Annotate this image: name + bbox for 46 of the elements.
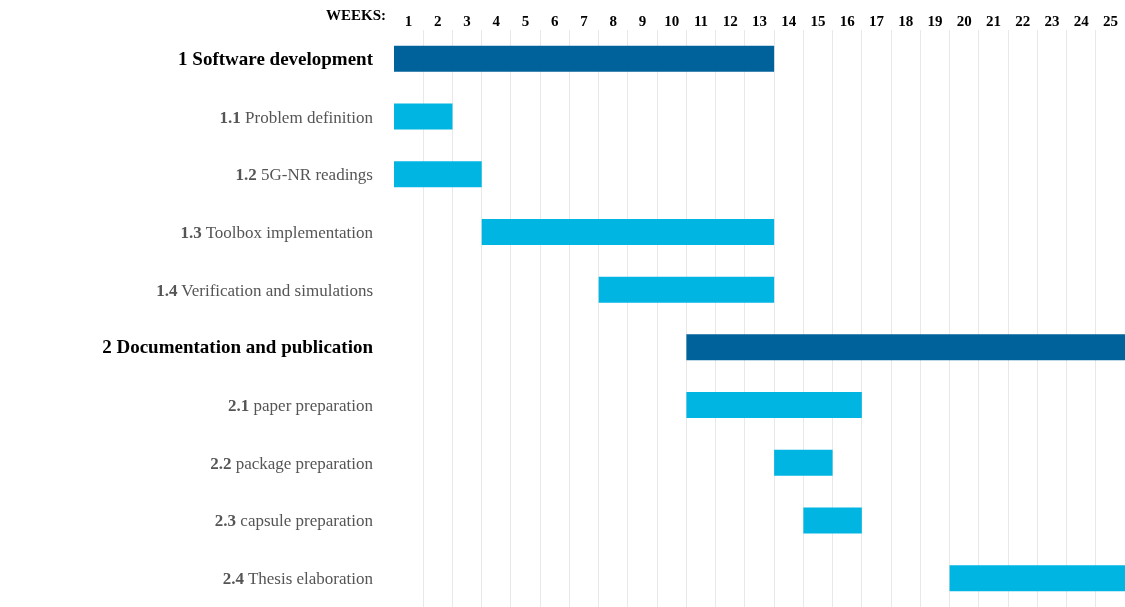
bar bbox=[598, 276, 775, 303]
bar bbox=[774, 449, 833, 476]
x-tick-label: 14 bbox=[781, 13, 797, 29]
bar bbox=[949, 565, 1125, 592]
x-tick-label: 3 bbox=[463, 13, 471, 29]
x-tick-label: 20 bbox=[956, 13, 972, 29]
x-tick-label: 9 bbox=[638, 13, 647, 29]
x-tick-label: 8 bbox=[609, 13, 618, 29]
y-tick-label: 2.4 Thesis elaboration bbox=[222, 569, 374, 589]
y-tick-label: 1.3 Toolbox implementation bbox=[180, 222, 374, 242]
x-tick-label: 11 bbox=[693, 13, 709, 29]
x-tick-label: 12 bbox=[722, 13, 738, 29]
y-tick-label: 1.4 Verification and simulations bbox=[156, 280, 373, 300]
y-tick-label: 1 Software development bbox=[178, 47, 374, 69]
bar bbox=[803, 507, 862, 534]
y-tick-label: 2.1 paper preparation bbox=[228, 396, 374, 415]
bar bbox=[394, 45, 775, 72]
x-tick-label: 15 bbox=[810, 13, 826, 29]
x-tick-label: 24 bbox=[1073, 13, 1090, 29]
x-tick-label: 2 bbox=[434, 13, 442, 29]
x-tick-label: 10 bbox=[664, 13, 680, 29]
x-tick-label: 1 bbox=[404, 13, 413, 29]
y-tick-label: 1.1 Problem definition bbox=[219, 107, 374, 127]
bar bbox=[686, 334, 1125, 361]
bar bbox=[686, 392, 862, 419]
x-tick-label: 16 bbox=[839, 13, 856, 29]
y-tick-label: 1.2 5G-NR readings bbox=[235, 165, 373, 185]
bar bbox=[394, 103, 453, 130]
x-tick-label: 6 bbox=[551, 13, 560, 29]
x-tick-label: 7 bbox=[580, 13, 589, 29]
y-tick-label: 2.3 capsule preparation bbox=[214, 511, 374, 531]
x-tick-label: 25 bbox=[1102, 13, 1118, 29]
x-tick-label: 22 bbox=[1015, 13, 1031, 29]
x-tick-label: 17 bbox=[868, 13, 885, 29]
x-tick-label: 18 bbox=[898, 13, 914, 29]
x-tick-label: 23 bbox=[1044, 13, 1060, 29]
x-tick-label: 4 bbox=[492, 13, 501, 29]
y-tick-label: 2.2 package preparation bbox=[210, 453, 374, 473]
x-tick-label: 21 bbox=[985, 13, 1001, 29]
x-tick-label: 5 bbox=[521, 13, 530, 29]
bar bbox=[394, 161, 482, 188]
y-tick-label: 2 Documentation and publication bbox=[102, 336, 374, 358]
x-tick-label: 13 bbox=[752, 13, 767, 29]
x-axis-title: WEEKS: bbox=[326, 7, 387, 23]
bar bbox=[481, 218, 775, 245]
x-tick-label: 19 bbox=[927, 13, 943, 29]
